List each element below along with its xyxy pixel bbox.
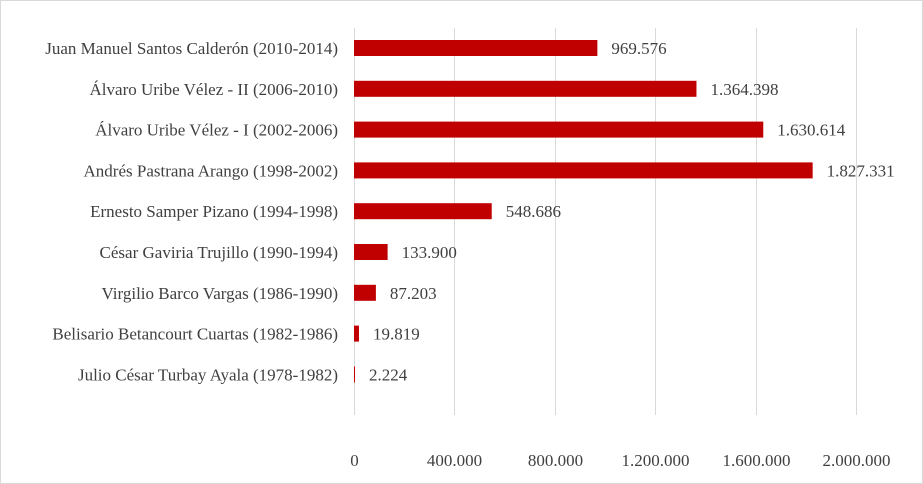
bar [354, 80, 697, 97]
bar [354, 162, 813, 179]
data-label: 969.576 [611, 39, 666, 58]
data-label: 19.819 [373, 325, 420, 344]
x-tick-label: 400.000 [427, 451, 482, 470]
category-label: Belisario Betancourt Cuartas (1982-1986) [52, 325, 338, 344]
bar [354, 244, 388, 260]
data-label: 87.203 [390, 284, 437, 303]
bar [354, 40, 598, 56]
category-label: Andrés Pastrana Arango (1998-2002) [84, 161, 338, 180]
category-label: Julio César Turbay Ayala (1978-1982) [78, 365, 338, 384]
labels: 0 400.000 800.000 1.200.000 1.600.000 2.000.0… [45, 39, 894, 470]
data-label: 1.364.398 [710, 80, 778, 99]
bar [354, 121, 764, 138]
x-tick-label: 0 [350, 451, 359, 470]
category-label: César Gaviria Trujillo (1990-1994) [100, 243, 338, 262]
bar [354, 325, 359, 342]
data-label: 133.900 [402, 243, 457, 262]
category-label: Álvaro Uribe Vélez - II (2006-2010) [90, 80, 338, 99]
x-tick-label: 800.000 [528, 451, 583, 470]
category-label: Ernesto Samper Pizano (1994-1998) [90, 202, 338, 221]
data-label: 1.827.331 [827, 161, 895, 180]
data-label: 2.224 [369, 365, 408, 384]
x-tick-label: 2.000.000 [823, 451, 891, 470]
category-label: Juan Manuel Santos Calderón (2010-2014) [45, 39, 338, 58]
category-label: Álvaro Uribe Vélez - I (2002-2006) [95, 121, 338, 140]
x-tick-label: 1.600.000 [723, 451, 791, 470]
bar [354, 284, 376, 301]
data-label: 548.686 [506, 202, 561, 221]
bar [354, 203, 492, 220]
x-tick-label: 1.200.000 [622, 451, 690, 470]
bar [354, 366, 355, 383]
bars [354, 40, 813, 383]
category-label: Virgilio Barco Vargas (1986-1990) [102, 284, 338, 303]
data-label: 1.630.614 [777, 121, 846, 140]
